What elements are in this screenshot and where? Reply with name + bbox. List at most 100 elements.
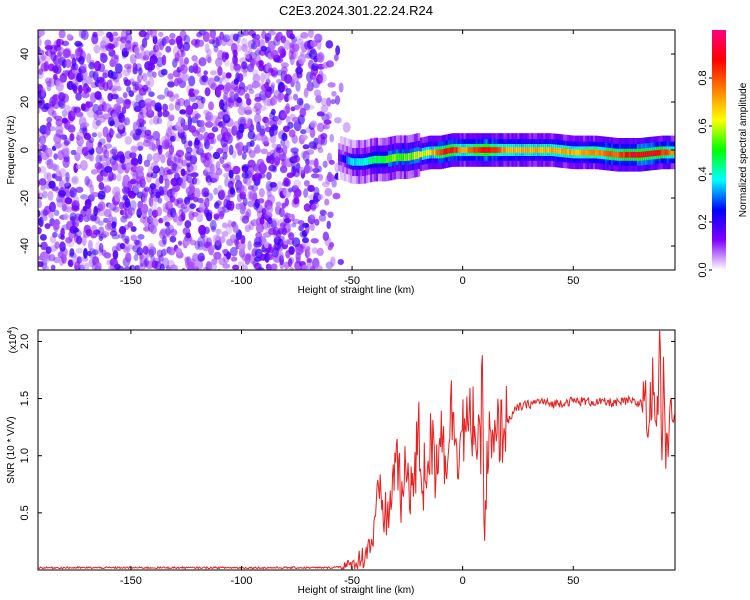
heatmap-cell bbox=[46, 172, 52, 182]
heatmap-cell bbox=[110, 54, 119, 66]
heatmap-cell bbox=[87, 250, 92, 257]
heatmap-cell bbox=[497, 147, 500, 153]
heatmap-cell bbox=[185, 146, 193, 154]
heatmap-cell bbox=[461, 147, 465, 153]
heatmap-cell bbox=[293, 49, 299, 60]
heatmap-cell bbox=[111, 221, 117, 229]
heatmap-cell bbox=[247, 130, 256, 140]
heatmap-cell bbox=[187, 140, 193, 147]
heatmap-cell bbox=[257, 198, 265, 204]
heatmap-cell bbox=[236, 96, 242, 104]
heatmap-cell bbox=[160, 154, 166, 164]
heatmap-cell bbox=[80, 122, 90, 128]
heatmap-cell bbox=[330, 99, 336, 105]
heatmap-cell bbox=[209, 30, 217, 39]
heatmap-cell bbox=[112, 250, 119, 260]
heatmap-cell bbox=[41, 87, 46, 98]
heatmap-cell bbox=[94, 162, 103, 170]
heatmap-cell bbox=[270, 82, 276, 89]
heatmap-cell bbox=[99, 96, 105, 105]
heatmap-cell bbox=[266, 205, 274, 214]
heatmap-cell bbox=[143, 159, 151, 168]
heatmap-cell bbox=[313, 158, 319, 169]
heatmap-cell bbox=[142, 72, 148, 82]
heatmap-cell bbox=[115, 265, 125, 270]
heatmap-cell bbox=[487, 147, 490, 153]
heatmap-cell bbox=[276, 57, 284, 64]
heatmap-cell bbox=[46, 116, 53, 123]
heatmap-cell bbox=[192, 65, 202, 74]
heatmap-cell bbox=[557, 147, 560, 154]
heatmap-cell bbox=[232, 264, 240, 270]
heatmap-cell bbox=[211, 126, 219, 133]
heatmap-cell bbox=[421, 151, 425, 157]
heatmap-cell bbox=[233, 238, 239, 246]
heatmap-cell bbox=[73, 85, 78, 94]
heatmap-cell bbox=[258, 59, 264, 67]
heatmap-cell bbox=[143, 186, 150, 192]
heatmap-cell bbox=[261, 207, 267, 215]
heatmap-cell bbox=[242, 69, 248, 78]
heatmap-cell bbox=[316, 74, 323, 85]
heatmap-cell bbox=[624, 151, 628, 158]
heatmap-cell bbox=[269, 181, 278, 188]
snr-frame bbox=[37, 329, 676, 571]
heatmap-cell bbox=[270, 124, 279, 131]
heatmap-cell bbox=[224, 52, 229, 60]
heatmap-cell bbox=[230, 256, 238, 262]
heatmap-cell bbox=[293, 151, 299, 159]
heatmap-cell bbox=[210, 137, 217, 145]
y-tick-label: -20 bbox=[19, 190, 31, 206]
heatmap-cell bbox=[372, 156, 375, 164]
heatmap-cell bbox=[217, 77, 224, 84]
heatmap-cell bbox=[91, 249, 99, 256]
heatmap-cell bbox=[169, 235, 177, 243]
heatmap-cell bbox=[98, 138, 106, 146]
heatmap-cell bbox=[58, 30, 66, 39]
heatmap-cell bbox=[112, 186, 121, 197]
heatmap-cell bbox=[81, 91, 90, 99]
heatmap-cell bbox=[310, 204, 317, 212]
heatmap-cell bbox=[232, 49, 238, 58]
heatmap-cell bbox=[277, 92, 285, 101]
heatmap-cell bbox=[407, 153, 411, 161]
heatmap-cell bbox=[306, 149, 315, 156]
heatmap-cell bbox=[255, 38, 261, 48]
snr-x-ticks: -150 -100 -50 0 50 bbox=[120, 330, 579, 587]
heatmap-cell bbox=[346, 156, 349, 164]
heatmap-cell bbox=[303, 180, 310, 187]
heatmap-cell bbox=[293, 104, 300, 110]
heatmap-cell bbox=[145, 260, 154, 270]
heatmap-cell bbox=[236, 141, 244, 153]
heatmap-cell bbox=[302, 241, 311, 249]
heatmap-cell bbox=[300, 129, 307, 135]
heatmap-cell bbox=[585, 149, 588, 156]
heatmap-cell bbox=[317, 194, 324, 201]
heatmap-cell bbox=[326, 97, 332, 107]
heatmap-cell bbox=[90, 168, 98, 175]
heatmap-cell bbox=[188, 258, 197, 270]
heatmap-cell bbox=[216, 168, 223, 176]
heatmap-cell bbox=[409, 152, 413, 161]
colorbar-tick-label: 0.0 bbox=[697, 262, 709, 277]
heatmap-cell bbox=[182, 124, 190, 131]
heatmap-cell bbox=[148, 166, 153, 175]
heatmap-cell bbox=[38, 83, 42, 91]
heatmap-cell bbox=[40, 53, 47, 61]
heatmap-cell bbox=[93, 44, 101, 54]
heatmap-cell bbox=[303, 103, 311, 111]
heatmap-cell bbox=[59, 73, 68, 83]
heatmap-cell bbox=[292, 218, 300, 225]
heatmap-cell bbox=[555, 147, 558, 154]
heatmap-cell bbox=[332, 192, 341, 200]
heatmap-cell bbox=[301, 134, 308, 141]
heatmap-cell bbox=[224, 59, 230, 67]
heatmap-cell bbox=[58, 56, 67, 66]
heatmap-cell bbox=[362, 158, 365, 166]
heatmap-cell bbox=[48, 77, 56, 88]
heatmap-cell bbox=[77, 47, 84, 53]
heatmap-cell bbox=[179, 64, 188, 75]
heatmap-cell bbox=[145, 102, 152, 108]
heatmap-cell bbox=[171, 162, 178, 172]
heatmap-cell bbox=[331, 90, 337, 97]
